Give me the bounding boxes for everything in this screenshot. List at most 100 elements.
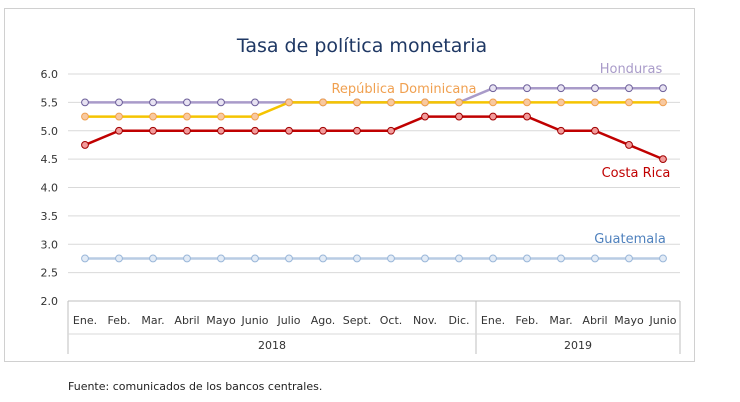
- data-point: [455, 98, 463, 107]
- data-point: [149, 126, 157, 135]
- series-label: República Dominicana: [331, 82, 476, 97]
- data-point: [183, 112, 191, 121]
- x-tick-label: Nov.: [413, 314, 437, 327]
- data-point: [285, 126, 293, 135]
- data-point: [115, 254, 123, 263]
- series-labels: Honduras República Dominicana Costa Rica Gu…: [331, 62, 670, 247]
- y-tick-label: 4.5: [41, 153, 59, 166]
- series-label: Guatemala: [594, 232, 666, 247]
- data-point: [591, 254, 599, 263]
- x-tick-label: Ago.: [311, 314, 336, 327]
- x-tick-label: Oct.: [380, 314, 403, 327]
- data-point: [353, 126, 361, 135]
- data-point: [251, 126, 259, 135]
- data-point: [557, 98, 565, 107]
- data-point: [557, 126, 565, 135]
- data-point: [319, 254, 327, 263]
- x-tick-label: Feb.: [108, 314, 131, 327]
- data-point: [387, 254, 395, 263]
- data-point: [149, 98, 157, 107]
- source-note: Fuente: comunicados de los bancos centra…: [68, 380, 323, 393]
- y-tick-label: 2.0: [41, 295, 59, 308]
- data-point: [387, 126, 395, 135]
- data-point: [115, 112, 123, 121]
- x-tick-label: Abril: [582, 314, 607, 327]
- data-point: [285, 254, 293, 263]
- x-tick-label: Feb.: [516, 314, 539, 327]
- axes: 2.0 2.5 3.0 3.5 4.0 4.5 5.0 5.5 6.0 Ene. Feb. Mar. A…: [41, 68, 681, 354]
- series-line: [84, 115, 664, 161]
- data-point: [183, 254, 191, 263]
- x-tick-label: Junio: [241, 314, 269, 327]
- data-point: [591, 98, 599, 107]
- year-label: 2018: [258, 339, 286, 352]
- x-tick-label: Ene.: [73, 314, 97, 327]
- data-point: [421, 112, 429, 121]
- data-point: [353, 98, 361, 107]
- data-point: [251, 254, 259, 263]
- data-point: [319, 98, 327, 107]
- y-tick-label: 3.5: [41, 210, 59, 223]
- data-point: [183, 98, 191, 107]
- data-point: [421, 254, 429, 263]
- y-tick-label: 4.0: [41, 182, 59, 195]
- data-point: [591, 126, 599, 135]
- x-tick-label: Mar.: [141, 314, 164, 327]
- series-lines: [81, 84, 667, 263]
- data-point: [217, 254, 225, 263]
- data-point: [115, 126, 123, 135]
- data-point: [81, 141, 89, 149]
- data-point: [625, 98, 633, 107]
- data-point: [149, 254, 157, 263]
- data-point: [251, 98, 259, 107]
- data-point: [149, 112, 157, 121]
- data-point: [625, 141, 633, 149]
- x-tick-label: Mayo: [614, 314, 644, 327]
- y-tick-label: 3.0: [41, 238, 59, 251]
- data-point: [523, 112, 531, 121]
- data-point: [285, 98, 293, 107]
- data-point: [625, 254, 633, 263]
- x-tick-label: Julio: [276, 314, 300, 327]
- data-point: [217, 112, 225, 121]
- x-tick-label: Sept.: [343, 314, 372, 327]
- data-point: [251, 112, 259, 121]
- y-tick-label: 5.0: [41, 125, 59, 138]
- y-tick-label: 5.5: [41, 96, 59, 109]
- data-point: [115, 98, 123, 107]
- x-tick-label: Ene.: [481, 314, 505, 327]
- series-label: Costa Rica: [602, 166, 671, 181]
- data-point: [659, 155, 667, 164]
- data-point: [659, 84, 667, 93]
- y-tick-label: 2.5: [41, 267, 59, 280]
- data-point: [489, 112, 497, 121]
- data-point: [659, 254, 667, 263]
- data-point: [81, 112, 89, 121]
- year-label: 2019: [564, 339, 592, 352]
- chart-frame: [4, 8, 695, 362]
- grid-lines: [68, 73, 680, 302]
- data-point: [217, 126, 225, 135]
- y-tick-label: 6.0: [41, 68, 59, 81]
- data-point: [659, 98, 667, 107]
- series-label: Honduras: [600, 62, 663, 77]
- data-point: [81, 98, 89, 107]
- x-tick-label: Mayo: [206, 314, 236, 327]
- x-tick-label: Mar.: [549, 314, 572, 327]
- data-point: [625, 84, 633, 93]
- data-point: [353, 254, 361, 263]
- data-point: [217, 98, 225, 107]
- data-point: [489, 84, 497, 93]
- data-point: [489, 254, 497, 263]
- x-tick-label: Junio: [649, 314, 677, 327]
- chart-title: Tasa de política monetaria: [236, 35, 487, 57]
- x-tick-label: Abril: [174, 314, 199, 327]
- data-point: [489, 98, 497, 107]
- data-point: [557, 84, 565, 93]
- data-point: [421, 98, 429, 107]
- x-tick-label: Dic.: [448, 314, 469, 327]
- data-point: [591, 84, 599, 93]
- data-point: [557, 254, 565, 263]
- data-point: [387, 98, 395, 107]
